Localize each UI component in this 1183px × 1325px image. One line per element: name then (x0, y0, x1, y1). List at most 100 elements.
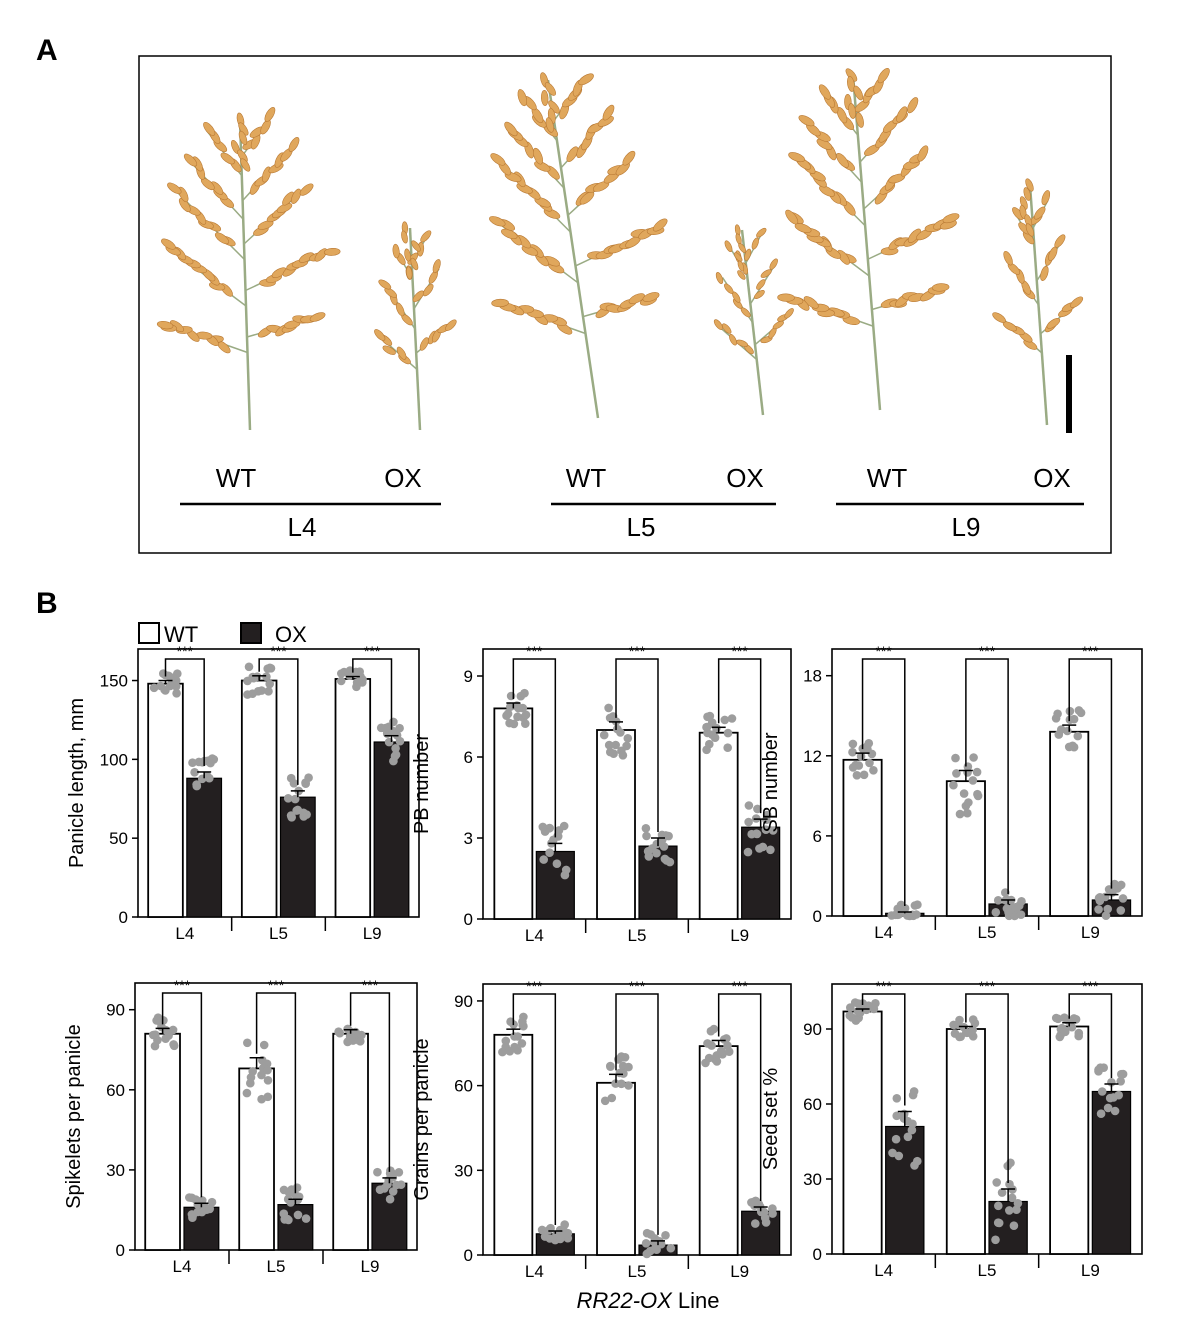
dot-ox (912, 910, 921, 919)
dot-ox (761, 825, 771, 834)
dot-ox (1103, 904, 1112, 914)
spikelet (777, 293, 795, 302)
dot-wt (963, 808, 972, 818)
y-tick-label: 0 (464, 910, 473, 929)
spikelet (713, 319, 723, 330)
spikelet (264, 107, 276, 122)
dot-wt (624, 1062, 633, 1072)
plot-frame (134, 982, 418, 1251)
dot-wt (1074, 1028, 1084, 1038)
group-l9-labels: WT OX L9 (836, 463, 1084, 542)
dot-ox (1009, 1221, 1019, 1230)
dot-wt (604, 740, 614, 750)
significance-bracket (717, 993, 762, 1202)
group-l5-labels: WT OX L5 (551, 463, 776, 542)
spikelet (818, 84, 831, 100)
dot-ox (994, 1201, 1003, 1211)
dot-ox (391, 750, 401, 759)
bar-wt (596, 729, 636, 920)
spikelet (1025, 178, 1034, 192)
spikelet (491, 298, 509, 308)
dot-wt (723, 728, 733, 738)
dot-wt (716, 1046, 726, 1056)
dot-wt (173, 669, 182, 678)
dot-ox (896, 900, 906, 910)
dot-ox (993, 896, 1003, 905)
spikelet (992, 312, 1006, 323)
panicle-l9-wt (777, 67, 960, 411)
spikelet (785, 209, 799, 225)
dot-wt (964, 798, 973, 807)
dot-wt (606, 1062, 615, 1071)
dot-ox (287, 813, 297, 822)
dot-wt (972, 767, 982, 777)
spikelet (405, 266, 413, 280)
y-tick-label: 90 (454, 992, 473, 1011)
dot-ox (894, 1151, 904, 1161)
dot-ox (661, 1231, 670, 1240)
dot-wt (702, 722, 711, 732)
spikelet (445, 319, 457, 331)
bar-ox (371, 1182, 408, 1251)
significance-bracket (1068, 993, 1113, 1078)
category-label: L4 (874, 923, 893, 942)
bar-ox (741, 1210, 781, 1256)
dot-ox (756, 1207, 766, 1217)
spikelet (628, 293, 645, 304)
spikelet (1040, 265, 1049, 281)
dot-ox (997, 1188, 1007, 1197)
dot-wt (854, 999, 863, 1008)
significance-bracket (161, 992, 203, 1198)
dot-ox (1095, 893, 1105, 902)
dot-ox (892, 1094, 902, 1103)
dot-ox (766, 845, 775, 855)
significance-label: *** (629, 978, 646, 994)
dot-wt (1071, 1015, 1081, 1024)
bar-wt (945, 1028, 986, 1255)
spikelet (1023, 187, 1031, 201)
dot-wt (160, 685, 169, 694)
y-axis-label: Spikelets per panicle (63, 1024, 85, 1209)
dot-wt (955, 1015, 964, 1025)
dot-wt (1060, 1013, 1069, 1022)
significance-label: *** (526, 643, 543, 659)
dot-wt (263, 1092, 273, 1102)
y-tick-label: 3 (464, 829, 473, 848)
chart-3: 0 6 12 18 SB number L4 *** L5 *** L9 *** (760, 643, 1143, 942)
spikelet (545, 117, 554, 133)
dot-wt (347, 1033, 356, 1042)
dot-wt (1053, 709, 1062, 719)
dot-ox (1004, 908, 1013, 917)
dot-ox (394, 1168, 404, 1177)
spikelet (214, 232, 230, 245)
dot-wt (352, 678, 362, 687)
bar-ox (186, 777, 223, 918)
scale-bar (1066, 355, 1072, 433)
spikelet (798, 115, 815, 127)
dot-wt (513, 712, 522, 722)
bar-wt (144, 1032, 181, 1251)
category-label: L4 (525, 1262, 544, 1281)
dot-wt (149, 683, 159, 693)
spikelet (642, 292, 660, 302)
dot-ox (768, 826, 778, 835)
spikelet (534, 161, 551, 172)
dot-ox (644, 852, 654, 861)
y-axis-label: Panicle length, mm (66, 698, 88, 868)
dot-wt (952, 769, 961, 778)
dot-wt (243, 1038, 252, 1048)
plot-frame (137, 648, 420, 918)
dot-ox (289, 779, 299, 788)
spikelet (288, 137, 300, 152)
dot-ox (395, 723, 404, 733)
dot-wt (1055, 1032, 1065, 1042)
dot-ox (1116, 906, 1126, 915)
dot-ox (395, 736, 405, 746)
dot-ox (658, 835, 667, 844)
panicle-l5-wt (489, 72, 668, 419)
spikelet (784, 308, 794, 319)
dot-wt (624, 1081, 633, 1090)
dot-ox (749, 1199, 759, 1208)
significance-bracket (615, 993, 659, 1235)
